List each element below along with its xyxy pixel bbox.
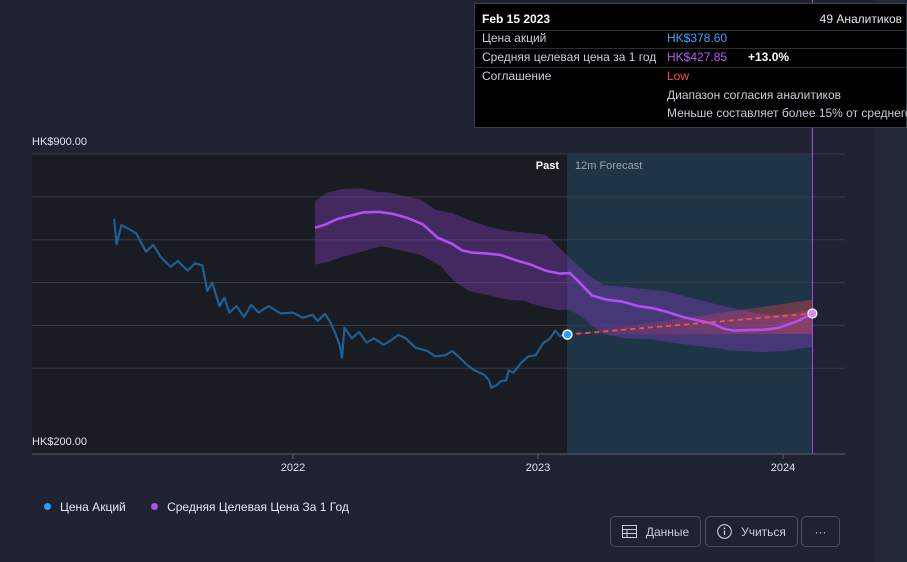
x-tick-label: 2022 bbox=[281, 462, 305, 474]
tooltip-label: Средняя целевая цена за 1 год bbox=[482, 50, 657, 64]
x-tick-label: 2023 bbox=[526, 462, 550, 474]
consensus-band bbox=[567, 299, 813, 335]
tooltip-agreement-value: Low bbox=[667, 69, 690, 83]
x-tick-label: 2024 bbox=[771, 462, 795, 474]
avg-target-price-line bbox=[314, 210, 813, 332]
consensus-dashed-line bbox=[567, 312, 813, 336]
tooltip-row-target: Средняя целевая цена за 1 год HK$427.85 … bbox=[482, 48, 902, 66]
data-button[interactable]: Данные bbox=[610, 516, 701, 547]
more-options-button[interactable]: ··· bbox=[801, 516, 840, 547]
tooltip-label: Цена акций bbox=[482, 31, 547, 45]
tooltip-header: Feb 15 2023 49 Аналитиков bbox=[482, 10, 902, 28]
tooltip-analysts: 49 Аналитиков bbox=[819, 12, 902, 26]
tooltip-label: Соглашение bbox=[482, 69, 552, 83]
tooltip-note: Диапазон согласия аналитиков bbox=[667, 88, 841, 102]
share-price-line bbox=[113, 218, 568, 389]
forecast-region bbox=[567, 154, 811, 454]
past-label: Past bbox=[536, 160, 560, 172]
legend-dot-target bbox=[151, 503, 159, 510]
tooltip-date: Feb 15 2023 bbox=[482, 12, 551, 26]
legend-item-price[interactable]: Цена Акций bbox=[44, 500, 126, 514]
tooltip-note: Меньше составляет более 15% от среднего bbox=[667, 106, 907, 120]
tooltip-row-price: Цена акций HK$378.60 bbox=[482, 29, 902, 47]
y-label-top: HK$900.00 bbox=[32, 136, 87, 148]
target-point-marker bbox=[807, 308, 818, 319]
legend-label-price: Цена Акций bbox=[60, 499, 126, 514]
tooltip-price-value: HK$378.60 bbox=[667, 31, 728, 45]
price-point-marker bbox=[562, 329, 573, 340]
tooltip-row-agreement: Соглашение Low bbox=[482, 67, 902, 85]
forecast-label: 12m Forecast bbox=[575, 160, 642, 172]
learn-button[interactable]: Учиться bbox=[705, 516, 798, 547]
learn-button-label: Учиться bbox=[741, 524, 786, 539]
y-label-bottom: HK$200.00 bbox=[32, 436, 87, 448]
table-icon bbox=[621, 525, 637, 538]
tooltip-target-change: +13.0% bbox=[748, 50, 790, 64]
data-button-label: Данные bbox=[645, 524, 690, 539]
legend-dot-price bbox=[44, 503, 51, 510]
info-icon bbox=[717, 524, 732, 539]
past-region bbox=[32, 154, 567, 454]
target-range-band bbox=[315, 188, 813, 352]
legend-item-target[interactable]: Средняя Целевая Цена За 1 Год bbox=[151, 500, 349, 514]
tooltip-target-value: HK$427.85 bbox=[667, 50, 728, 64]
more-icon: ··· bbox=[814, 524, 827, 539]
x-axis-ticks: 2022 2023 2024 bbox=[281, 454, 795, 474]
hover-tooltip: Feb 15 2023 49 Аналитиков Цена акций HK$… bbox=[474, 3, 907, 128]
chart-legend: Цена Акций Средняя Целевая Цена За 1 Год bbox=[44, 499, 371, 514]
legend-label-target: Средняя Целевая Цена За 1 Год bbox=[167, 499, 349, 514]
